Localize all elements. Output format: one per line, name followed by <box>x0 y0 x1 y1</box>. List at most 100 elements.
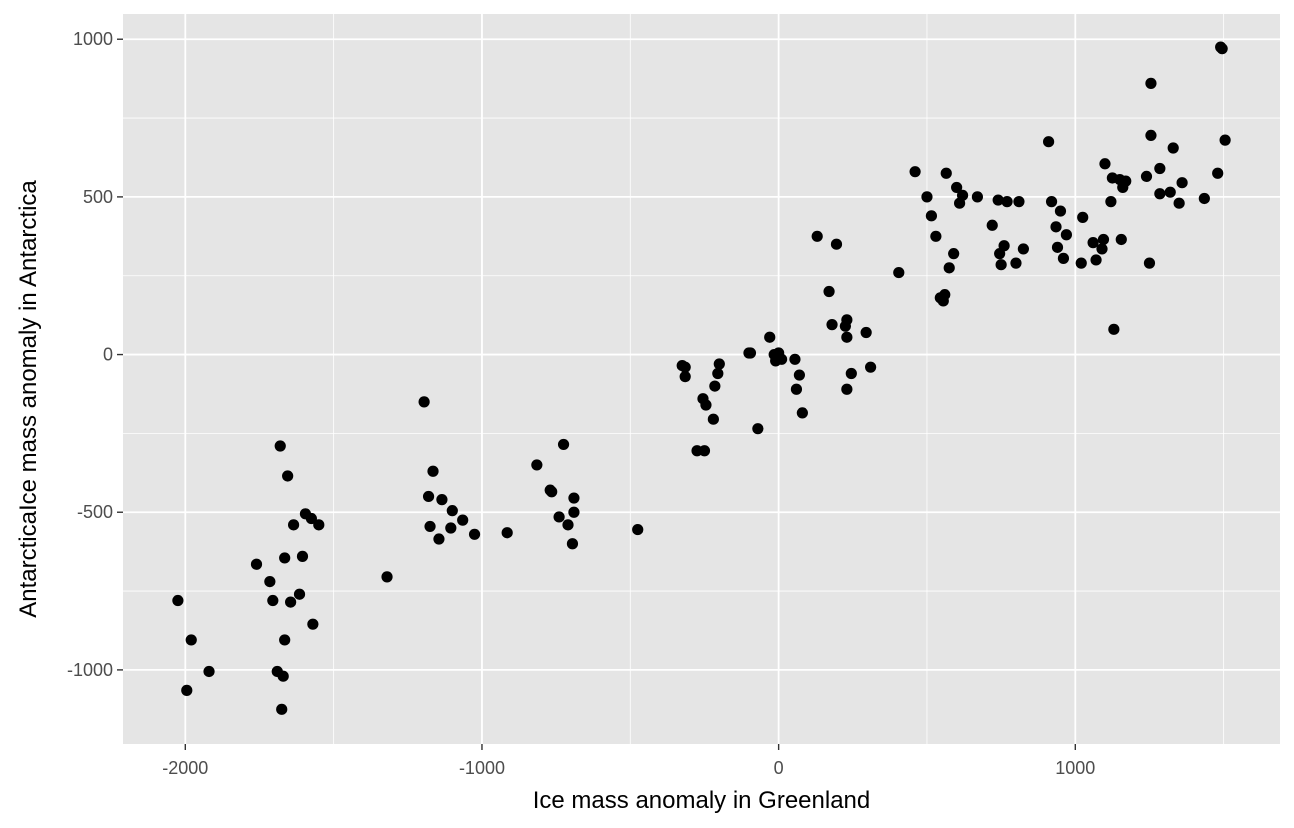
data-point <box>436 494 448 506</box>
data-point <box>287 519 300 531</box>
data-point <box>1013 196 1025 208</box>
data-point <box>986 219 998 231</box>
data-point <box>992 194 1004 206</box>
data-point <box>1099 158 1111 170</box>
data-point <box>948 248 960 260</box>
data-point <box>418 396 430 408</box>
data-point <box>282 470 294 482</box>
data-point <box>1010 257 1022 269</box>
x-tick-label: 1000 <box>1055 758 1095 778</box>
x-tick-label: -1000 <box>459 758 505 778</box>
data-point <box>909 166 921 178</box>
data-point <box>971 191 984 203</box>
data-point <box>1212 167 1224 179</box>
data-point <box>181 684 193 696</box>
data-point <box>995 259 1007 271</box>
data-point <box>865 361 877 373</box>
data-point <box>313 519 325 531</box>
data-point <box>1173 197 1185 209</box>
data-point <box>279 634 291 646</box>
y-tick-label: 1000 <box>73 29 113 49</box>
data-point <box>445 522 457 534</box>
data-point <box>1108 323 1120 335</box>
data-point <box>830 238 843 250</box>
data-point <box>1140 170 1153 182</box>
data-point <box>1057 252 1070 264</box>
y-tick-label: 500 <box>83 187 113 207</box>
data-point <box>1219 134 1231 146</box>
data-point <box>296 550 309 562</box>
data-point <box>1051 241 1064 253</box>
data-point <box>951 181 963 194</box>
data-point <box>700 399 712 411</box>
data-point <box>1096 243 1108 255</box>
data-point <box>845 367 857 380</box>
data-point <box>433 533 445 545</box>
data-point <box>424 520 436 533</box>
data-point <box>185 634 197 646</box>
data-point <box>841 383 853 395</box>
data-point <box>1216 43 1228 55</box>
data-point <box>568 492 580 504</box>
data-point <box>427 465 439 477</box>
data-point <box>939 289 951 301</box>
data-point <box>1167 142 1179 154</box>
grid-major-lines <box>123 14 1280 744</box>
data-point <box>203 665 215 678</box>
data-point <box>267 594 279 607</box>
data-point <box>305 512 317 525</box>
data-point <box>566 538 579 550</box>
data-point <box>1017 243 1029 255</box>
data-point <box>893 266 905 279</box>
data-point <box>744 347 757 359</box>
data-point <box>764 331 776 343</box>
data-point <box>1090 254 1102 266</box>
data-point <box>796 407 808 419</box>
data-point <box>562 519 574 531</box>
data-point <box>422 490 435 503</box>
data-point <box>1075 257 1087 269</box>
data-point <box>943 262 955 274</box>
data-points <box>172 41 1231 715</box>
data-point <box>776 353 788 365</box>
y-axis-ticks: -1000 -500 0 500 1000 <box>67 29 123 680</box>
data-point <box>457 514 469 526</box>
data-point <box>823 285 835 298</box>
data-point <box>1077 211 1089 223</box>
data-point <box>468 528 481 540</box>
plot-panel <box>123 14 1280 744</box>
data-point <box>546 486 558 498</box>
data-point <box>531 459 543 471</box>
data-point <box>1120 175 1132 187</box>
data-point <box>1115 233 1127 246</box>
data-point <box>1045 196 1058 208</box>
data-point <box>446 505 458 517</box>
data-point <box>841 314 853 326</box>
data-point <box>632 523 644 536</box>
data-point <box>1060 229 1072 241</box>
data-point <box>307 618 319 630</box>
data-point <box>679 371 691 383</box>
data-point <box>1097 233 1110 246</box>
data-point <box>1176 177 1188 189</box>
data-point <box>956 189 969 201</box>
data-point <box>712 367 724 380</box>
data-point <box>172 594 184 607</box>
x-axis-ticks: -2000 -1000 0 1000 <box>162 744 1095 778</box>
data-point <box>925 210 938 222</box>
data-point <box>285 596 297 608</box>
data-point <box>277 670 289 682</box>
data-point <box>930 230 942 242</box>
data-point <box>1145 77 1157 89</box>
data-point <box>1164 186 1176 198</box>
data-point <box>1043 136 1055 148</box>
y-tick-label: -500 <box>77 502 113 522</box>
data-point <box>998 240 1010 252</box>
data-point <box>1054 205 1067 217</box>
data-point <box>1154 188 1166 200</box>
data-point <box>381 571 393 583</box>
data-point <box>1145 129 1157 142</box>
data-point <box>274 440 286 452</box>
data-point <box>790 383 803 395</box>
